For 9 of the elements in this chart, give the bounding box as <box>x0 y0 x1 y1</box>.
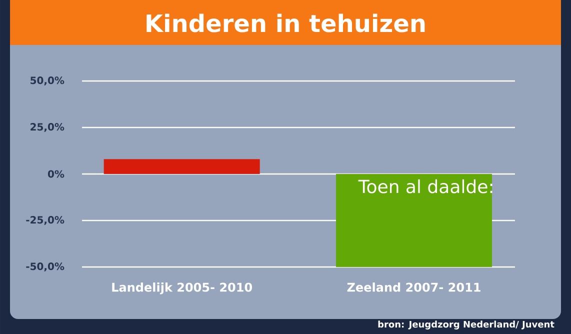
y-tick-label: 50,0% <box>30 76 64 86</box>
y-tick-label: -50,0% <box>26 262 64 272</box>
x-tick-label: Zeeland 2007- 2011 <box>347 282 480 292</box>
x-tick-label: Landelijk 2005- 2010 <box>112 282 252 294</box>
y-tick-label: 0% <box>48 170 64 178</box>
text: bron: Jeugdzorg Nederland/ Juvent <box>378 320 554 330</box>
y-tick-label: 25,0% <box>30 123 64 132</box>
y-tick-label: -25,0% <box>26 216 64 225</box>
chart-title: Kinderen in tehuizen <box>146 14 425 32</box>
